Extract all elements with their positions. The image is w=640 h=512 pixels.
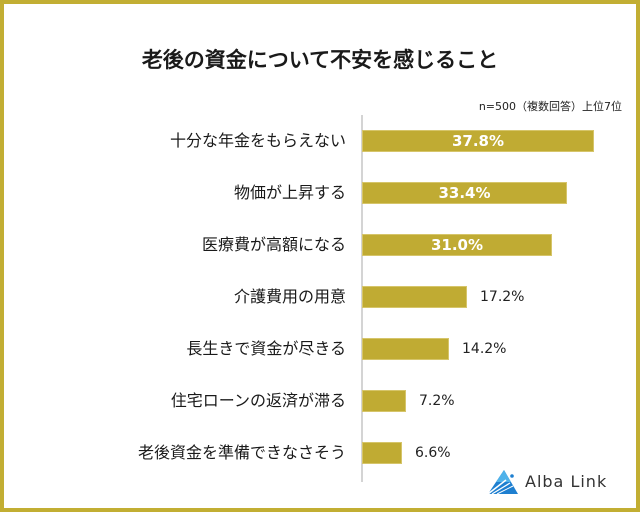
bar xyxy=(362,286,467,308)
value-label: 33.4% xyxy=(438,184,491,202)
value-label: 14.2% xyxy=(462,341,507,357)
category-label: 老後資金を準備できなさそう xyxy=(137,443,346,462)
bar-row: 医療費が高額になる 31.0% xyxy=(4,234,636,256)
chart-title: 老後の資金について不安を感じること xyxy=(141,48,499,72)
category-label: 介護費用の用意 xyxy=(233,287,346,306)
bar-row: 十分な年金をもらえない 37.8% xyxy=(4,130,636,152)
alba-link-logo: Alba Link xyxy=(484,468,634,498)
bar xyxy=(362,390,406,412)
value-label: 31.0% xyxy=(430,236,484,254)
category-label: 医療費が高額になる xyxy=(201,235,346,254)
category-label: 物価が上昇する xyxy=(233,183,346,202)
value-label: 17.2% xyxy=(480,289,525,305)
bar-row: 物価が上昇する 33.4% xyxy=(4,182,636,204)
sample-note: n=500（複数回答）上位7位 xyxy=(478,100,622,113)
value-label: 37.8% xyxy=(451,132,505,150)
value-label: 7.2% xyxy=(419,393,455,409)
bar-row: 長生きで資金が尽きる 14.2% xyxy=(4,338,636,360)
bar: 33.4% xyxy=(362,182,567,204)
logo-triangle-icon xyxy=(487,470,518,495)
bar-row: 老後資金を準備できなさそう 6.6% xyxy=(4,442,636,464)
bar: 31.0% xyxy=(362,234,552,256)
bar-row: 住宅ローンの返済が滞る 7.2% xyxy=(4,390,636,412)
category-label: 住宅ローンの返済が滞る xyxy=(170,391,346,410)
bar xyxy=(362,338,449,360)
category-label: 長生きで資金が尽きる xyxy=(186,339,346,358)
bar xyxy=(362,442,402,464)
bar-row: 介護費用の用意 17.2% xyxy=(4,286,636,308)
bar: 37.8% xyxy=(362,130,594,152)
logo-text: Alba Link xyxy=(525,472,608,491)
category-label: 十分な年金をもらえない xyxy=(169,131,346,150)
value-label: 6.6% xyxy=(415,445,451,461)
